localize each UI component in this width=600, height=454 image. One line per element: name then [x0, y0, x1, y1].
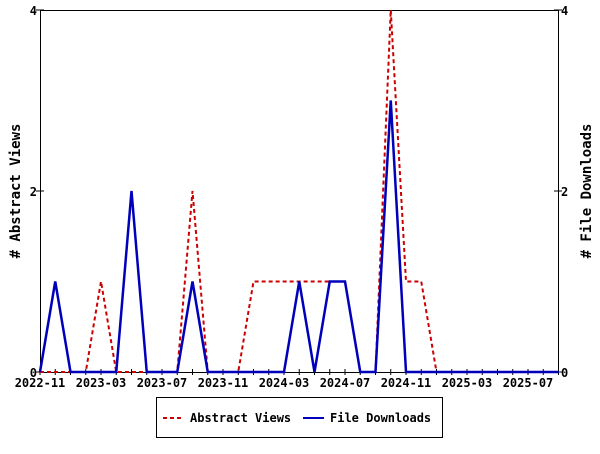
legend-label-abstract-views: Abstract Views — [190, 411, 291, 425]
x-tick-label: 2023-07 — [137, 376, 188, 390]
x-tick-label: 2024-03 — [259, 376, 310, 390]
plot-frame — [41, 11, 559, 373]
x-tick-label: 2025-07 — [503, 376, 554, 390]
x-tick-label: 2022-11 — [15, 376, 66, 390]
legend-label-file-downloads: File Downloads — [330, 411, 431, 425]
x-tick-label: 2023-03 — [76, 376, 127, 390]
x-tick-label: 2024-11 — [381, 376, 432, 390]
y-tick-label: 2 — [30, 185, 37, 199]
y2-tick-label: 2 — [561, 185, 568, 199]
y2-axis-label: # File Downloads — [579, 124, 595, 259]
series-line-file-downloads — [40, 101, 559, 373]
series-line-abstract-views — [40, 10, 559, 372]
y2-tick-label: 4 — [561, 4, 568, 18]
y-axis-label: # Abstract Views — [8, 124, 24, 259]
legend: Abstract Views File Downloads — [157, 398, 443, 438]
x-tick-label: 2024-07 — [320, 376, 371, 390]
y2-tick-label: 0 — [561, 366, 568, 380]
x-tick-label: 2025-03 — [442, 376, 493, 390]
x-tick-label: 2023-11 — [198, 376, 249, 390]
y-tick-label: 4 — [30, 4, 37, 18]
